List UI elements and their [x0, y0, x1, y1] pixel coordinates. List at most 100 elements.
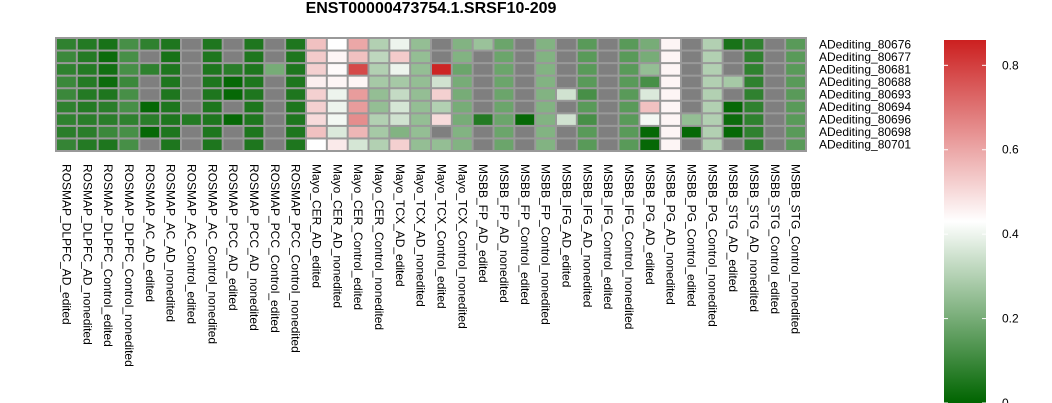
- heatmap-cell: [244, 76, 264, 88]
- heatmap-cell: [494, 64, 514, 75]
- heatmap-cell: [369, 76, 389, 88]
- heatmap-cell: [98, 126, 118, 138]
- column-label: ROSMAP_PCC_Control_edited: [268, 164, 282, 333]
- column-label: Mayo_CER_Control_edited: [351, 164, 365, 310]
- heatmap-cell: [702, 139, 722, 150]
- heatmap-cell: [557, 39, 576, 50]
- heatmap-cell: [57, 139, 76, 150]
- heatmap-cell: [119, 101, 139, 113]
- heatmap-cell: [390, 139, 410, 150]
- heatmap-cell: [702, 114, 722, 125]
- heatmap-cell: [327, 64, 347, 75]
- heatmap-cell: [473, 39, 493, 50]
- heatmap-cell: [369, 126, 389, 138]
- heatmap-cell: [57, 76, 76, 88]
- heatmap-cell: [577, 89, 597, 100]
- heatmap-cell: [202, 126, 222, 138]
- row-label: ADediting_80693: [819, 88, 911, 102]
- heatmap-cell: [452, 139, 472, 150]
- heatmap-cell: [536, 76, 555, 88]
- column-label: MSBB_IFG_Control_edited: [601, 164, 615, 309]
- heatmap-cell: [682, 64, 701, 75]
- heatmap-cell: [411, 51, 430, 63]
- heatmap-cell: [452, 101, 472, 113]
- heatmap-cell: [182, 101, 201, 113]
- heatmap-cell: [223, 126, 243, 138]
- heatmap-cell: [411, 139, 430, 150]
- heatmap-cell: [57, 114, 76, 125]
- heatmap-cell: [619, 64, 639, 75]
- heatmap-cell: [223, 76, 243, 88]
- heatmap-cell: [744, 64, 764, 75]
- heatmap-cell: [223, 89, 243, 100]
- heatmap-cell: [744, 51, 764, 63]
- column-label: MSBB_STG_Control_nonedited: [789, 164, 803, 334]
- heatmap-cell: [536, 64, 555, 75]
- heatmap-cell: [77, 51, 97, 63]
- heatmap-cell: [786, 139, 805, 150]
- heatmap-cell: [723, 126, 743, 138]
- heatmap-cell: [661, 126, 680, 138]
- heatmap-cell: [557, 101, 576, 113]
- heatmap-cell: [223, 101, 243, 113]
- heatmap-cell: [786, 126, 805, 138]
- heatmap-cell: [598, 101, 618, 113]
- heatmap-cell: [202, 89, 222, 100]
- heatmap-cell: [223, 39, 243, 50]
- heatmap-cell: [619, 51, 639, 63]
- heatmap-cell: [307, 89, 326, 100]
- heatmap-cell: [265, 51, 285, 63]
- heatmap-cell: [411, 101, 430, 113]
- column-label: Mayo_CER_AD_nonedited: [330, 164, 344, 308]
- heatmap-cell: [786, 76, 805, 88]
- heatmap-cell: [161, 101, 180, 113]
- heatmap-cell: [369, 89, 389, 100]
- heatmap-cell: [161, 51, 180, 63]
- heatmap-cell: [77, 139, 97, 150]
- heatmap-cell: [682, 126, 701, 138]
- heatmap-cell: [182, 89, 201, 100]
- heatmap-cell: [619, 126, 639, 138]
- heatmap-cell: [765, 64, 785, 75]
- heatmap-cell: [182, 76, 201, 88]
- column-label: MSBB_IFG_AD_nonedited: [580, 164, 594, 307]
- heatmap-cell: [536, 101, 555, 113]
- heatmap-cell: [140, 89, 160, 100]
- heatmap-cell: [161, 64, 180, 75]
- heatmap-cell: [494, 51, 514, 63]
- heatmap-cell: [411, 126, 430, 138]
- heatmap-cell: [244, 139, 264, 150]
- heatmap-cell: [744, 76, 764, 88]
- column-label: MSBB_STG_Control_edited: [768, 164, 782, 314]
- heatmap-cell: [432, 64, 451, 75]
- heatmap-cell: [640, 101, 660, 113]
- heatmap-cell: [307, 139, 326, 150]
- heatmap-cell: [182, 126, 201, 138]
- heatmap-cell: [286, 39, 305, 50]
- heatmap-cell: [77, 39, 97, 50]
- column-label: MSBB_STG_AD_nonedited: [747, 164, 761, 312]
- heatmap-cell: [98, 101, 118, 113]
- heatmap-cell: [682, 51, 701, 63]
- heatmap-cell: [744, 126, 764, 138]
- column-label: Mayo_CER_Control_nonedited: [372, 164, 386, 330]
- row-label: ADediting_80676: [819, 37, 911, 51]
- heatmap-cell: [432, 126, 451, 138]
- heatmap-cell: [369, 64, 389, 75]
- heatmap-cell: [723, 101, 743, 113]
- heatmap-cell: [536, 139, 555, 150]
- heatmap-cell: [432, 114, 451, 125]
- heatmap-cell: [265, 64, 285, 75]
- heatmap-cell: [452, 39, 472, 50]
- column-label: Mayo_TCX_Control_edited: [434, 164, 448, 309]
- heatmap-cell: [640, 64, 660, 75]
- heatmap-cell: [765, 39, 785, 50]
- heatmap-cell: [515, 139, 535, 150]
- heatmap-cell: [265, 114, 285, 125]
- heatmap-cell: [473, 139, 493, 150]
- heatmap-cell: [223, 51, 243, 63]
- heatmap-cell: [140, 126, 160, 138]
- heatmap-cell: [744, 39, 764, 50]
- heatmap-cell: [390, 51, 410, 63]
- column-label: Mayo_TCX_AD_edited: [393, 164, 407, 287]
